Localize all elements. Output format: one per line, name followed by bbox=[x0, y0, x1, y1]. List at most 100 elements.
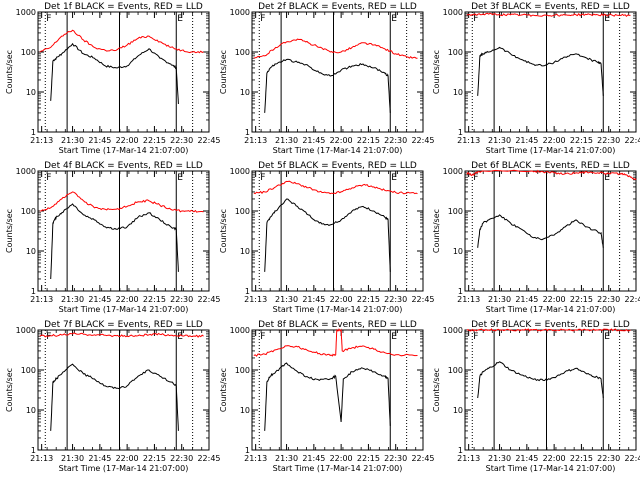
y-axis-label: Counts/sec bbox=[5, 209, 14, 253]
y-axis-label: Counts/sec bbox=[219, 209, 228, 253]
event-marker-label: E bbox=[604, 14, 610, 24]
x-tick-label: 21:30 bbox=[61, 295, 84, 304]
x-tick-label: 21:45 bbox=[88, 454, 111, 463]
y-tick-label: 1000 bbox=[16, 8, 36, 17]
x-tick-label: 22:15 bbox=[570, 136, 593, 145]
event-marker-label: E bbox=[604, 173, 610, 183]
plot-frame bbox=[251, 329, 424, 451]
x-tick-label: 22:15 bbox=[570, 295, 593, 304]
y-tick-label: 100 bbox=[21, 48, 36, 57]
y-tick-label: 10 bbox=[240, 247, 250, 256]
x-axis-label: Start Time (17-Mar-14 21:07:00) bbox=[273, 146, 403, 155]
event-marker-label: E bbox=[604, 332, 610, 342]
y-axis-label: Counts/sec bbox=[432, 50, 441, 94]
x-tick-label: 21:13 bbox=[30, 136, 53, 145]
event-marker-label: F bbox=[473, 14, 478, 24]
x-axis-label: Start Time (17-Mar-14 21:07:00) bbox=[273, 305, 403, 314]
y-tick-label: 100 bbox=[448, 366, 463, 375]
x-tick-label: 22:00 bbox=[116, 454, 139, 463]
x-tick-label: 22:45 bbox=[411, 136, 434, 145]
event-marker-label: F bbox=[46, 173, 51, 183]
panel-5: Det 5f BLACK = Events, RED = LLD 1 10 100 10… bbox=[219, 161, 435, 314]
plot-frame bbox=[464, 11, 637, 133]
x-tick-label: 22:15 bbox=[143, 295, 166, 304]
x-tick-label: 22:45 bbox=[197, 454, 220, 463]
y-tick-label: 100 bbox=[235, 207, 250, 216]
event-marker-label: E bbox=[391, 14, 397, 24]
x-tick-label: 22:45 bbox=[197, 295, 220, 304]
plot-frame bbox=[464, 170, 637, 292]
y-tick-label: 10 bbox=[26, 247, 36, 256]
y-tick-label: 1 bbox=[458, 128, 463, 137]
panel-8: Det 8f BLACK = Events, RED = LLD 1 10 100 10… bbox=[219, 320, 435, 473]
events-series-line bbox=[50, 363, 179, 431]
x-tick-label: 22:00 bbox=[543, 136, 566, 145]
y-tick-label: 10 bbox=[26, 406, 36, 415]
y-tick-label: 1000 bbox=[16, 326, 36, 335]
lld-series-line bbox=[253, 180, 418, 195]
events-series-line bbox=[264, 58, 391, 113]
x-tick-label: 22:45 bbox=[624, 136, 640, 145]
y-tick-label: 1 bbox=[245, 287, 250, 296]
x-tick-label: 22:00 bbox=[116, 295, 139, 304]
y-tick-label: 1000 bbox=[230, 167, 250, 176]
event-marker-label: F bbox=[473, 332, 478, 342]
x-tick-label: 21:13 bbox=[457, 295, 480, 304]
x-tick-label: 21:13 bbox=[30, 454, 53, 463]
lld-series-line bbox=[39, 332, 204, 338]
x-tick-label: 22:30 bbox=[597, 454, 620, 463]
x-tick-label: 21:30 bbox=[61, 454, 84, 463]
x-tick-label: 22:45 bbox=[411, 454, 434, 463]
event-marker-label: F bbox=[46, 332, 51, 342]
x-tick-label: 21:45 bbox=[515, 295, 538, 304]
panel-6: Det 6f BLACK = Events, RED = LLD 1 10 100 10… bbox=[432, 161, 640, 314]
panel-title: Det 7f BLACK = Events, RED = LLD bbox=[44, 320, 203, 330]
y-axis-label: Counts/sec bbox=[432, 368, 441, 412]
lld-series-line bbox=[466, 169, 637, 181]
event-marker-label: E bbox=[177, 173, 183, 183]
y-tick-label: 1000 bbox=[443, 167, 463, 176]
event-marker-label: E bbox=[391, 173, 397, 183]
panel-title: Det 9f BLACK = Events, RED = LLD bbox=[471, 320, 630, 330]
plot-frame bbox=[251, 11, 424, 133]
event-marker-label: E bbox=[177, 14, 183, 24]
x-axis-label: Start Time (17-Mar-14 21:07:00) bbox=[486, 464, 616, 473]
x-tick-label: 22:00 bbox=[116, 136, 139, 145]
y-tick-label: 1000 bbox=[443, 326, 463, 335]
x-tick-label: 22:00 bbox=[543, 295, 566, 304]
y-tick-label: 10 bbox=[453, 406, 463, 415]
y-tick-label: 100 bbox=[21, 366, 36, 375]
x-tick-label: 22:15 bbox=[570, 454, 593, 463]
y-axis-label: Counts/sec bbox=[5, 368, 14, 412]
x-tick-label: 22:30 bbox=[170, 454, 193, 463]
y-tick-label: 1 bbox=[31, 128, 36, 137]
x-tick-label: 22:00 bbox=[330, 295, 353, 304]
y-axis-label: Counts/sec bbox=[432, 209, 441, 253]
x-tick-label: 22:45 bbox=[411, 295, 434, 304]
plot-frame bbox=[37, 329, 210, 451]
event-marker-label: F bbox=[473, 173, 478, 183]
events-series-line bbox=[50, 42, 179, 105]
y-tick-label: 1 bbox=[458, 446, 463, 455]
y-tick-label: 1000 bbox=[16, 167, 36, 176]
x-tick-label: 21:45 bbox=[302, 136, 325, 145]
y-tick-label: 100 bbox=[448, 48, 463, 57]
x-tick-label: 21:13 bbox=[244, 295, 267, 304]
x-tick-label: 22:15 bbox=[143, 454, 166, 463]
panel-title: Det 4f BLACK = Events, RED = LLD bbox=[44, 161, 203, 171]
y-tick-label: 1 bbox=[31, 287, 36, 296]
y-axis-label: Counts/sec bbox=[219, 368, 228, 412]
x-axis-label: Start Time (17-Mar-14 21:07:00) bbox=[59, 464, 189, 473]
event-marker-label: F bbox=[260, 173, 265, 183]
x-tick-label: 21:45 bbox=[302, 295, 325, 304]
x-tick-label: 22:00 bbox=[543, 454, 566, 463]
y-tick-label: 1000 bbox=[443, 8, 463, 17]
x-tick-label: 22:30 bbox=[384, 454, 407, 463]
y-tick-label: 10 bbox=[26, 88, 36, 97]
x-tick-label: 21:45 bbox=[302, 454, 325, 463]
x-axis-label: Start Time (17-Mar-14 21:07:00) bbox=[273, 464, 403, 473]
x-tick-label: 21:30 bbox=[488, 454, 511, 463]
x-tick-label: 21:13 bbox=[30, 295, 53, 304]
x-tick-label: 22:15 bbox=[357, 295, 380, 304]
x-tick-label: 22:30 bbox=[170, 295, 193, 304]
